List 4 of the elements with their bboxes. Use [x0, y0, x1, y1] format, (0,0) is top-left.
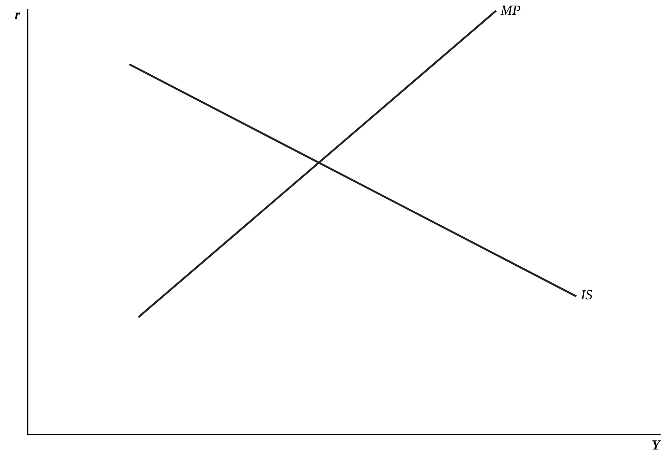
series-label: MP: [500, 6, 521, 16]
y-axis-title: r: [15, 12, 21, 20]
x-axis-title: Y: [652, 440, 662, 450]
series-label: IS: [581, 290, 592, 300]
